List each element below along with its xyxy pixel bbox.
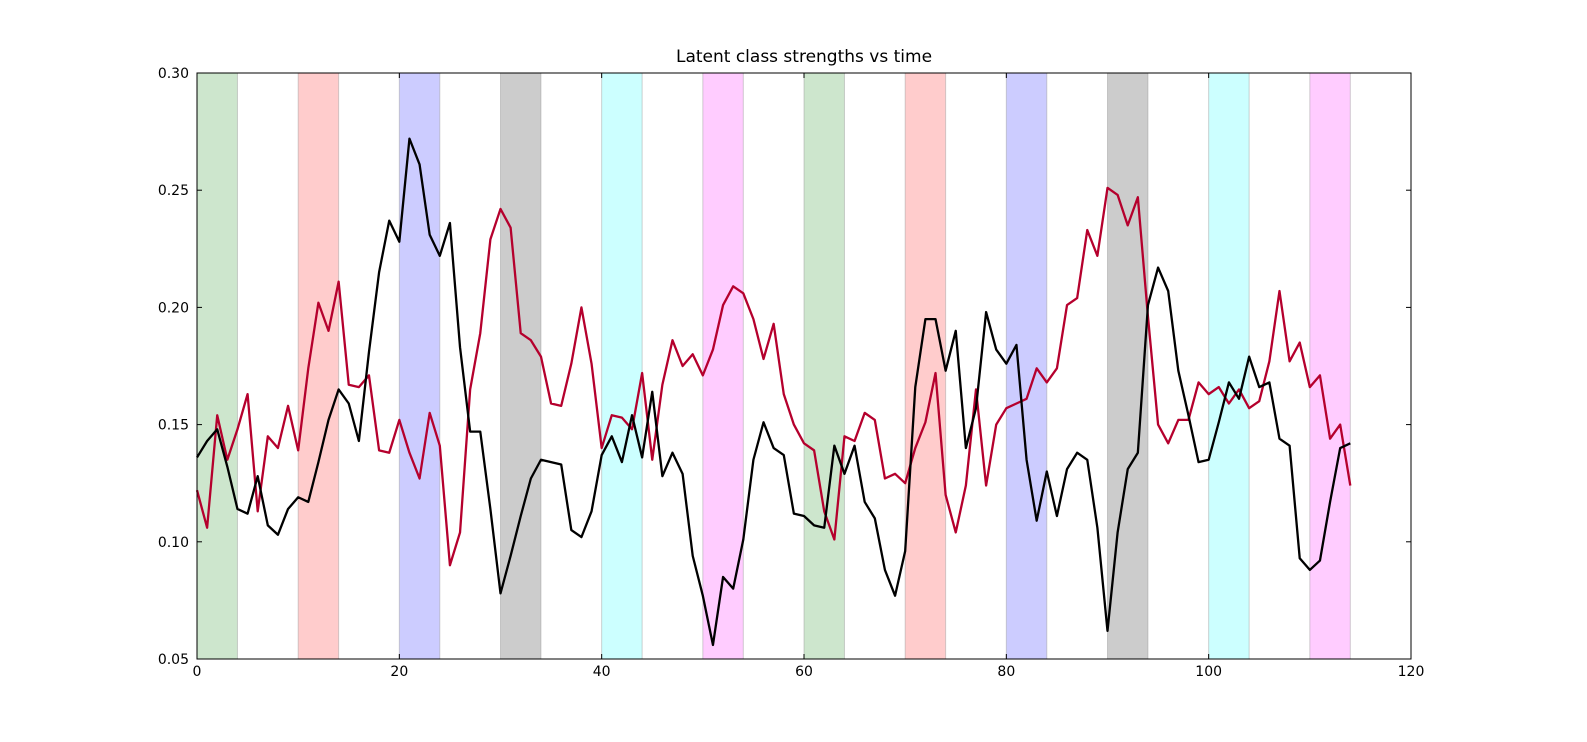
axis-ticks [196,72,1412,660]
shaded-band-7 [904,72,947,660]
shaded-band-11 [1309,72,1351,660]
x-tick-label-2: 40 [593,664,611,680]
shaded-band-2 [398,72,441,660]
x-tick-label-0: 0 [193,664,202,680]
shaded-band-3 [500,72,542,660]
chart-title: Latent class strengths vs time [676,47,932,67]
tick-labels: 0 20 40 60 80 100 120 0.05 0.10 0.15 0.20 0.25 0.30 [158,66,1425,680]
y-tick-label-2: 0.15 [158,418,189,434]
y-tick-label-5: 0.30 [158,66,189,82]
y-tick-label-1: 0.10 [158,535,189,551]
shaded-band-5 [702,72,744,660]
shaded-band-1 [297,72,340,660]
series-lines [195,137,1352,647]
shaded-band-0 [196,72,238,660]
shaded-bands [196,72,1351,660]
series-line-1 [196,137,1351,647]
y-tick-label-0: 0.05 [158,652,189,668]
x-tick-label-4: 80 [997,664,1015,680]
shaded-band-8 [1005,72,1048,660]
x-tick-label-3: 60 [795,664,813,680]
y-tick-label-3: 0.20 [158,300,189,316]
shaded-band-10 [1208,72,1250,660]
shaded-band-6 [803,72,845,660]
x-tick-label-5: 100 [1195,664,1222,680]
y-tick-label-4: 0.25 [158,183,189,199]
series-line-0 [195,186,1352,567]
x-tick-label-6: 120 [1398,664,1425,680]
x-tick-label-1: 20 [390,664,408,680]
shaded-band-4 [601,72,643,660]
